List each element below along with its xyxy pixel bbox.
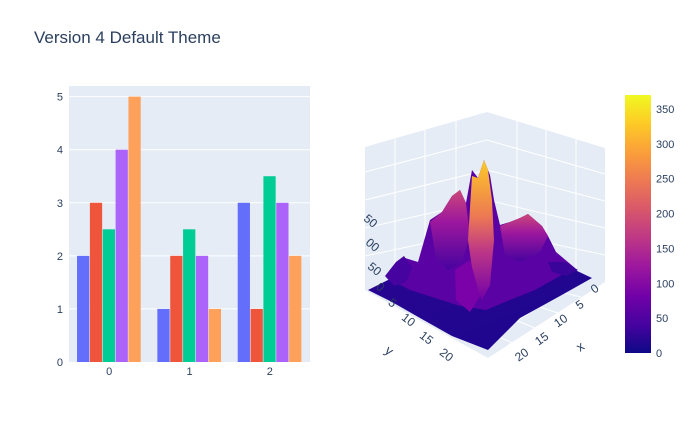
surface-left-edge — [385, 256, 412, 286]
bar-x-tick-labels: 0 1 2 — [106, 366, 273, 378]
surface-left-ridge — [430, 190, 470, 270]
surface-right-ridge — [500, 214, 548, 262]
colorbar-tick-label: 150 — [656, 243, 674, 255]
surface-main-peak — [468, 160, 494, 300]
scene-x-tick-label: 15 — [532, 329, 551, 348]
scene-x-axis-label: x — [573, 338, 587, 354]
colorbar-tick-label: 50 — [656, 313, 668, 325]
scene-y-tick-label: 20 — [437, 345, 456, 364]
bar-x-tick-label: 0 — [106, 366, 112, 378]
chart-title: Version 4 Default Theme — [34, 28, 221, 47]
colorbar-gradient — [625, 95, 651, 353]
scene-y-tick-label: 15 — [417, 328, 436, 347]
scene-x-tick-label: 5 — [573, 297, 587, 312]
bar-y-tick-label: 3 — [57, 198, 63, 210]
bar-y-tick-label: 0 — [57, 357, 63, 369]
bar-cat2-series3 — [276, 202, 289, 362]
bar-cat0-series0 — [77, 255, 90, 362]
bar-cat2-series1 — [250, 308, 263, 362]
bar-cat2-series2 — [263, 176, 276, 362]
bar-chart: 0 1 2 3 4 5 0 1 2 — [57, 86, 310, 378]
colorbar-tick-label: 200 — [656, 209, 674, 221]
bar-cat1-series4 — [208, 308, 222, 362]
bar-cat0-series2 — [102, 229, 115, 362]
colorbar-tick-label: 0 — [656, 348, 662, 360]
bar-cat0-series4 — [128, 96, 141, 362]
bar-y-tick-label: 2 — [57, 251, 63, 263]
colorbar: 0 50 100 150 200 250 300 350 — [625, 95, 674, 360]
surface-mesh — [368, 160, 592, 350]
colorbar-tick-label: 100 — [656, 278, 674, 290]
scene-x-tick-label: 20 — [512, 345, 531, 364]
bar-cat0-series3 — [115, 149, 128, 362]
bar-x-tick-label: 2 — [267, 366, 273, 378]
bar-y-tick-label: 1 — [57, 304, 63, 316]
bar-y-tick-label: 4 — [57, 145, 63, 157]
colorbar-tick-label: 350 — [656, 104, 674, 116]
colorbar-tick-label: 300 — [656, 139, 674, 151]
bar-cat1-series0 — [157, 308, 170, 362]
bar-x-tick-label: 1 — [186, 366, 192, 378]
colorbar-tick-label: 250 — [656, 174, 674, 186]
surface-peak-foot — [455, 260, 480, 312]
bar-cat1-series2 — [183, 229, 196, 362]
bar-marks — [77, 96, 302, 362]
bar-cat1-series1 — [170, 255, 183, 362]
surface-right-edge — [548, 262, 578, 276]
bar-y-tick-labels: 0 1 2 3 4 5 — [57, 92, 63, 369]
bar-cat1-series3 — [195, 255, 209, 362]
scene-y-axis-label: y — [382, 343, 397, 359]
colorbar-tick-labels: 0 50 100 150 200 250 300 350 — [656, 104, 674, 360]
bar-cat0-series1 — [89, 202, 103, 362]
bar-cat2-series4 — [289, 255, 302, 362]
bar-y-tick-label: 5 — [57, 92, 63, 104]
bar-cat2-series0 — [237, 202, 250, 362]
